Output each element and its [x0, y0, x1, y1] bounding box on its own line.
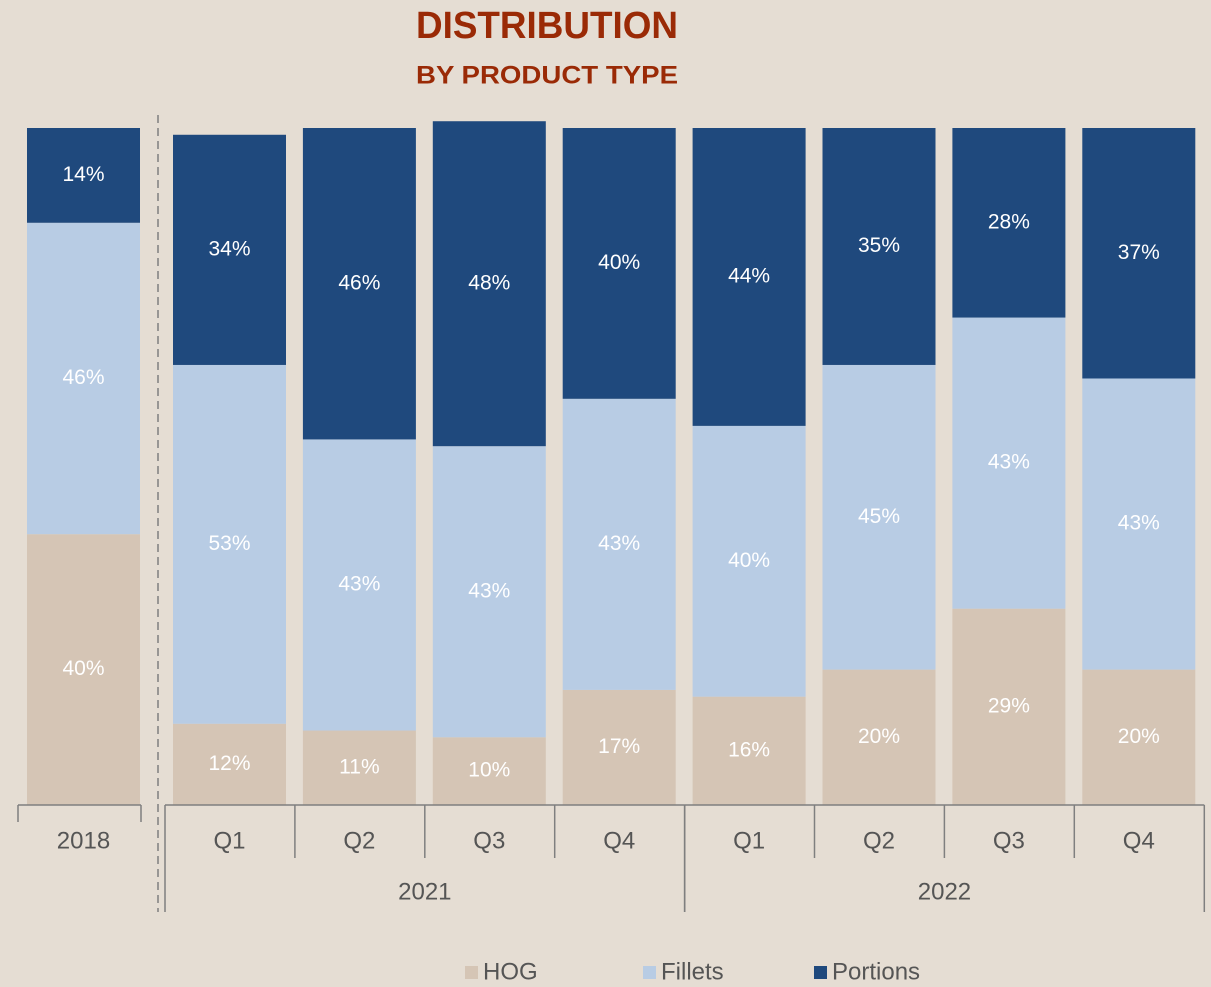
data-label: 20%	[858, 725, 900, 748]
data-label: 46%	[338, 271, 380, 294]
data-label: 40%	[598, 251, 640, 274]
bar-segment	[1082, 378, 1196, 670]
bar-segment	[692, 425, 806, 697]
data-label: 45%	[858, 505, 900, 528]
x-tick-label: Q3	[993, 827, 1025, 854]
data-label: 43%	[988, 451, 1030, 474]
data-label: 16%	[728, 738, 770, 761]
x-tick-label: Q2	[343, 827, 375, 854]
data-label: 20%	[1118, 725, 1160, 748]
data-label: 43%	[468, 579, 510, 602]
bar-segment	[952, 317, 1066, 609]
bar-segment	[822, 128, 936, 365]
bar-segment	[1082, 128, 1196, 379]
data-label: 53%	[208, 532, 250, 555]
bar-segment	[692, 128, 806, 426]
data-label: 40%	[728, 549, 770, 572]
legend-label: Fillets	[661, 958, 724, 985]
data-label: 17%	[598, 735, 640, 758]
bar-segment	[173, 134, 286, 365]
bar-segment	[173, 723, 286, 805]
bar-segment	[562, 128, 676, 399]
bar-segment	[822, 364, 936, 670]
group-label: 2021	[398, 878, 451, 905]
data-label: 44%	[728, 264, 770, 287]
bar-segment	[432, 737, 546, 805]
data-label: 12%	[208, 752, 250, 775]
data-label: 11%	[339, 755, 379, 778]
bar-segment	[302, 439, 416, 731]
chart-title: DISTRIBUTION	[416, 5, 678, 47]
legend-label: HOG	[483, 958, 538, 985]
bar-segment	[432, 446, 546, 738]
data-label: 43%	[338, 573, 380, 596]
data-label: 34%	[208, 237, 250, 260]
bar-segment	[1082, 669, 1196, 805]
legend-swatch	[643, 966, 656, 979]
legend-swatch	[814, 966, 827, 979]
data-label: 46%	[62, 366, 104, 389]
x-tick-label: Q4	[603, 827, 635, 854]
bar-segment	[27, 222, 140, 535]
bar-segment	[302, 128, 416, 440]
bar-segment	[562, 398, 676, 690]
bar-segment	[432, 121, 546, 447]
bar-segment	[302, 730, 416, 805]
x-tick-label: Q1	[733, 827, 765, 854]
data-label: 28%	[988, 210, 1030, 233]
group-label: 2022	[918, 878, 971, 905]
bar-segment	[27, 128, 140, 223]
data-label: 29%	[988, 694, 1030, 717]
legend-swatch	[465, 966, 478, 979]
bar-segment	[173, 364, 286, 724]
bar-segment	[562, 689, 676, 805]
bar-segment	[952, 128, 1066, 318]
data-label: 10%	[468, 759, 510, 782]
x-tick-label: Q1	[213, 827, 245, 854]
x-tick-label: Q2	[863, 827, 895, 854]
data-label: 43%	[1118, 512, 1160, 535]
data-label: 40%	[62, 657, 104, 680]
x-tick-label: 2018	[57, 827, 110, 854]
bar-segment	[822, 669, 936, 805]
bar-segment	[952, 608, 1066, 805]
data-label: 37%	[1118, 241, 1160, 264]
chart-subtitle: BY PRODUCT TYPE	[416, 62, 678, 90]
x-tick-label: Q3	[473, 827, 505, 854]
bar-segment	[27, 534, 140, 805]
x-tick-label: Q4	[1123, 827, 1155, 854]
legend-label: Portions	[832, 958, 920, 985]
bar-segment	[692, 696, 806, 805]
data-label: 14%	[62, 163, 104, 186]
data-label: 48%	[468, 271, 510, 294]
data-label: 43%	[598, 532, 640, 555]
data-label: 35%	[858, 234, 900, 257]
